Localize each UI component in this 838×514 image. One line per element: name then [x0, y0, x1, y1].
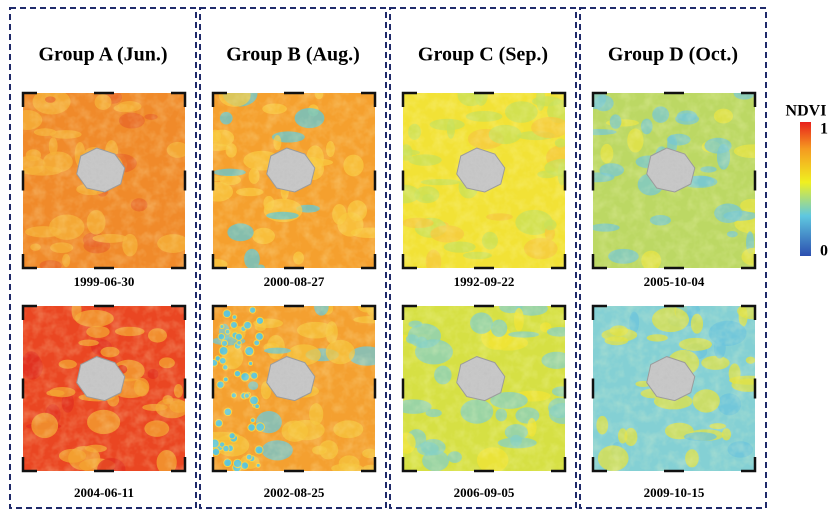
map-content	[580, 87, 772, 270]
map-content	[200, 297, 388, 473]
map-content	[388, 83, 583, 273]
date-label: 2006-09-05	[454, 485, 515, 500]
date-label: 2000-08-27	[264, 274, 325, 289]
date-label: 2005-10-04	[644, 274, 705, 289]
date-label: 1992-09-22	[454, 274, 515, 289]
date-label: 2002-08-25	[264, 485, 325, 500]
colorbar-min: 0	[820, 243, 828, 260]
map-content	[12, 89, 189, 271]
map-content	[396, 300, 577, 473]
date-label: 2009-10-15	[644, 485, 705, 500]
map-content	[593, 301, 771, 471]
map-content	[20, 300, 189, 481]
group-title: Group D (Oct.)	[608, 44, 738, 66]
colorbar-title: NDVI	[786, 103, 827, 120]
group-title: Group C (Sep.)	[418, 44, 548, 66]
ndvi-map	[20, 300, 189, 481]
figure: NDVI 1 0 Group A (Jun.) 1999-06-30 2004-06…	[0, 0, 838, 514]
ndvi-map	[388, 83, 583, 273]
date-label: 1999-06-30	[74, 274, 135, 289]
ndvi-map	[593, 301, 771, 471]
ndvi-map	[580, 87, 772, 270]
map-content	[200, 81, 389, 271]
colorbar-max: 1	[820, 121, 828, 138]
ndvi-map	[12, 89, 189, 271]
ndvi-map	[200, 81, 389, 271]
ndvi-map	[200, 297, 388, 473]
ndvi-map	[396, 300, 577, 473]
date-label: 2004-06-11	[74, 485, 134, 500]
colorbar	[800, 122, 811, 256]
group-title: Group B (Aug.)	[226, 44, 360, 66]
group-title: Group A (Jun.)	[38, 44, 167, 66]
